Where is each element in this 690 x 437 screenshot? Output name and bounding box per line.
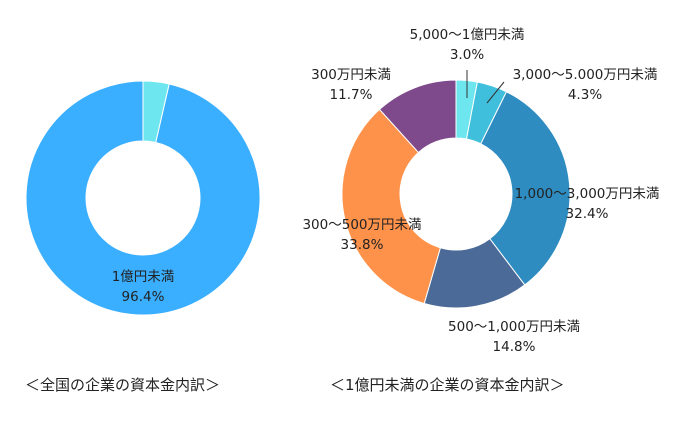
leader-line-3000-5000 xyxy=(486,81,505,104)
data-value-500-1000: 14.8% xyxy=(493,339,536,355)
caption-all-companies: ＜全国の企業の資本金内訳＞ xyxy=(25,376,220,394)
data-label-1000-3000: 1,000～3,000万円未満 xyxy=(515,186,660,202)
data-value-300-500: 33.8% xyxy=(341,237,384,253)
data-label-3000-5000: 3,000～5.000万円未満 xyxy=(513,67,658,83)
caption-under-100m: ＜1億円未満の企業の資本金内訳＞ xyxy=(330,376,565,394)
data-label-300-500: 300～500万円未満 xyxy=(302,217,421,233)
donut-slice-3 xyxy=(480,91,571,286)
data-value-300-miman: 11.7% xyxy=(330,87,373,103)
donut-chart-under-100m xyxy=(341,79,571,309)
data-value-3000-5000: 4.3% xyxy=(568,87,602,103)
donut-slice-2 xyxy=(25,80,261,316)
donut-chart-all-companies xyxy=(25,80,261,316)
donut-slice-5 xyxy=(341,108,441,305)
data-label-5000-1oku: 5,000～1億円未満 xyxy=(410,27,525,43)
data-label-500-1000: 500～1,000万円未満 xyxy=(448,319,580,335)
data-value-1000-3000: 32.4% xyxy=(566,206,609,222)
data-label-1oku-miman: 1億円未満 xyxy=(112,269,175,285)
data-value-1oku-miman: 96.4% xyxy=(122,289,165,305)
data-label-300-miman: 300万円未満 xyxy=(311,67,391,83)
data-value-5000-1oku: 3.0% xyxy=(450,47,484,63)
donut-slice-6 xyxy=(378,79,457,154)
